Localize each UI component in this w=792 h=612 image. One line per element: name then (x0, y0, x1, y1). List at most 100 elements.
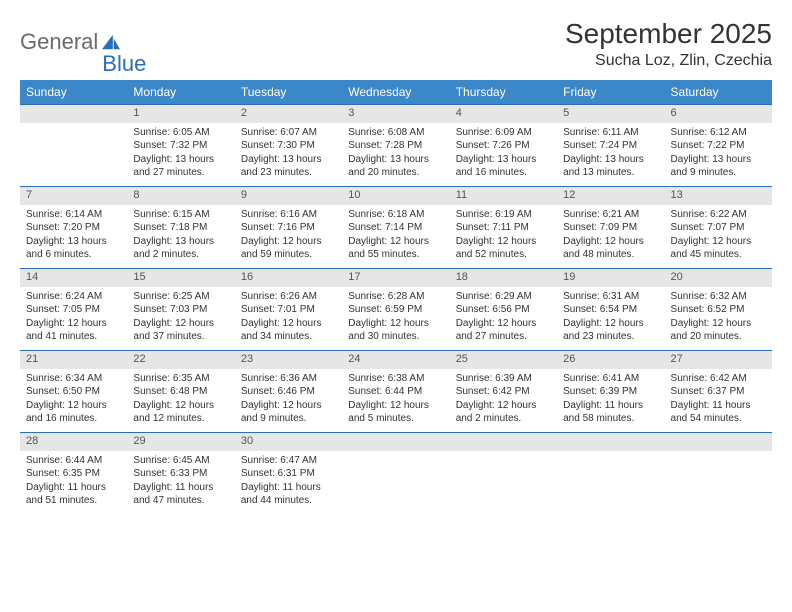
day-number-cell (665, 433, 772, 451)
day-number-cell: 18 (450, 269, 557, 287)
day-number-row: 78910111213 (20, 187, 772, 205)
sunset-text: Sunset: 6:31 PM (241, 467, 336, 481)
sunset-text: Sunset: 6:44 PM (348, 385, 443, 399)
sunset-text: Sunset: 6:33 PM (133, 467, 228, 481)
day-number-cell: 12 (557, 187, 664, 205)
sunrise-text: Sunrise: 6:35 AM (133, 372, 228, 386)
day-content-cell (557, 451, 664, 515)
sunrise-text: Sunrise: 6:28 AM (348, 290, 443, 304)
daylight-text: Daylight: 11 hours and 44 minutes. (241, 481, 336, 508)
daylight-text: Daylight: 12 hours and 16 minutes. (26, 399, 121, 426)
header: General Blue September 2025 Sucha Loz, Z… (20, 18, 772, 70)
daylight-text: Daylight: 12 hours and 20 minutes. (671, 317, 766, 344)
day-number-cell: 23 (235, 351, 342, 369)
sunrise-text: Sunrise: 6:45 AM (133, 454, 228, 468)
day-number-cell: 21 (20, 351, 127, 369)
day-content-cell: Sunrise: 6:44 AMSunset: 6:35 PMDaylight:… (20, 451, 127, 515)
day-number-cell (20, 105, 127, 123)
logo-text-general: General (20, 29, 98, 55)
sunrise-text: Sunrise: 6:36 AM (241, 372, 336, 386)
day-content-cell: Sunrise: 6:21 AMSunset: 7:09 PMDaylight:… (557, 205, 664, 269)
day-number-cell: 10 (342, 187, 449, 205)
day-number-row: 14151617181920 (20, 269, 772, 287)
weekday-header: Tuesday (235, 80, 342, 105)
day-content-cell: Sunrise: 6:32 AMSunset: 6:52 PMDaylight:… (665, 287, 772, 351)
month-title: September 2025 (565, 18, 772, 50)
day-content-row: Sunrise: 6:34 AMSunset: 6:50 PMDaylight:… (20, 369, 772, 433)
day-content-cell: Sunrise: 6:08 AMSunset: 7:28 PMDaylight:… (342, 123, 449, 187)
sunrise-text: Sunrise: 6:34 AM (26, 372, 121, 386)
day-number-cell: 29 (127, 433, 234, 451)
daylight-text: Daylight: 11 hours and 58 minutes. (563, 399, 658, 426)
day-content-cell (665, 451, 772, 515)
daylight-text: Daylight: 13 hours and 23 minutes. (241, 153, 336, 180)
day-content-row: Sunrise: 6:24 AMSunset: 7:05 PMDaylight:… (20, 287, 772, 351)
day-content-cell: Sunrise: 6:09 AMSunset: 7:26 PMDaylight:… (450, 123, 557, 187)
day-content-cell: Sunrise: 6:34 AMSunset: 6:50 PMDaylight:… (20, 369, 127, 433)
day-content-cell: Sunrise: 6:07 AMSunset: 7:30 PMDaylight:… (235, 123, 342, 187)
sunset-text: Sunset: 7:01 PM (241, 303, 336, 317)
day-number-cell: 27 (665, 351, 772, 369)
day-content-cell: Sunrise: 6:24 AMSunset: 7:05 PMDaylight:… (20, 287, 127, 351)
sunrise-text: Sunrise: 6:39 AM (456, 372, 551, 386)
day-content-cell: Sunrise: 6:29 AMSunset: 6:56 PMDaylight:… (450, 287, 557, 351)
weekday-header: Thursday (450, 80, 557, 105)
sunrise-text: Sunrise: 6:09 AM (456, 126, 551, 140)
day-number-cell: 2 (235, 105, 342, 123)
daylight-text: Daylight: 13 hours and 6 minutes. (26, 235, 121, 262)
daylight-text: Daylight: 13 hours and 2 minutes. (133, 235, 228, 262)
day-number-cell (557, 433, 664, 451)
daylight-text: Daylight: 13 hours and 20 minutes. (348, 153, 443, 180)
sunset-text: Sunset: 6:52 PM (671, 303, 766, 317)
day-number-cell: 6 (665, 105, 772, 123)
day-content-cell (450, 451, 557, 515)
weekday-header: Saturday (665, 80, 772, 105)
daylight-text: Daylight: 12 hours and 12 minutes. (133, 399, 228, 426)
day-number-cell: 13 (665, 187, 772, 205)
daylight-text: Daylight: 12 hours and 9 minutes. (241, 399, 336, 426)
sunset-text: Sunset: 7:18 PM (133, 221, 228, 235)
daylight-text: Daylight: 13 hours and 27 minutes. (133, 153, 228, 180)
day-number-row: 21222324252627 (20, 351, 772, 369)
weekday-header: Wednesday (342, 80, 449, 105)
day-content-cell: Sunrise: 6:19 AMSunset: 7:11 PMDaylight:… (450, 205, 557, 269)
weekday-header: Sunday (20, 80, 127, 105)
day-number-cell: 16 (235, 269, 342, 287)
title-block: September 2025 Sucha Loz, Zlin, Czechia (565, 18, 772, 70)
daylight-text: Daylight: 12 hours and 30 minutes. (348, 317, 443, 344)
sunrise-text: Sunrise: 6:12 AM (671, 126, 766, 140)
sunset-text: Sunset: 7:09 PM (563, 221, 658, 235)
day-content-cell: Sunrise: 6:18 AMSunset: 7:14 PMDaylight:… (342, 205, 449, 269)
day-number-cell: 14 (20, 269, 127, 287)
sunrise-text: Sunrise: 6:11 AM (563, 126, 658, 140)
day-number-cell: 28 (20, 433, 127, 451)
location-text: Sucha Loz, Zlin, Czechia (565, 52, 772, 70)
calendar-table: Sunday Monday Tuesday Wednesday Thursday… (20, 80, 772, 515)
day-content-cell: Sunrise: 6:22 AMSunset: 7:07 PMDaylight:… (665, 205, 772, 269)
day-number-cell (342, 433, 449, 451)
day-content-cell: Sunrise: 6:12 AMSunset: 7:22 PMDaylight:… (665, 123, 772, 187)
sunrise-text: Sunrise: 6:21 AM (563, 208, 658, 222)
sunrise-text: Sunrise: 6:25 AM (133, 290, 228, 304)
daylight-text: Daylight: 11 hours and 54 minutes. (671, 399, 766, 426)
sunset-text: Sunset: 7:32 PM (133, 139, 228, 153)
sunset-text: Sunset: 7:05 PM (26, 303, 121, 317)
day-number-cell: 5 (557, 105, 664, 123)
sunset-text: Sunset: 7:22 PM (671, 139, 766, 153)
day-content-cell: Sunrise: 6:16 AMSunset: 7:16 PMDaylight:… (235, 205, 342, 269)
day-content-cell: Sunrise: 6:14 AMSunset: 7:20 PMDaylight:… (20, 205, 127, 269)
day-content-cell: Sunrise: 6:38 AMSunset: 6:44 PMDaylight:… (342, 369, 449, 433)
daylight-text: Daylight: 12 hours and 45 minutes. (671, 235, 766, 262)
day-number-row: 123456 (20, 105, 772, 123)
sunrise-text: Sunrise: 6:15 AM (133, 208, 228, 222)
daylight-text: Daylight: 13 hours and 9 minutes. (671, 153, 766, 180)
sunrise-text: Sunrise: 6:19 AM (456, 208, 551, 222)
daylight-text: Daylight: 12 hours and 37 minutes. (133, 317, 228, 344)
weekday-header-row: Sunday Monday Tuesday Wednesday Thursday… (20, 80, 772, 105)
sunset-text: Sunset: 7:03 PM (133, 303, 228, 317)
daylight-text: Daylight: 12 hours and 27 minutes. (456, 317, 551, 344)
daylight-text: Daylight: 11 hours and 51 minutes. (26, 481, 121, 508)
day-content-cell (20, 123, 127, 187)
sunset-text: Sunset: 7:14 PM (348, 221, 443, 235)
day-content-cell: Sunrise: 6:41 AMSunset: 6:39 PMDaylight:… (557, 369, 664, 433)
